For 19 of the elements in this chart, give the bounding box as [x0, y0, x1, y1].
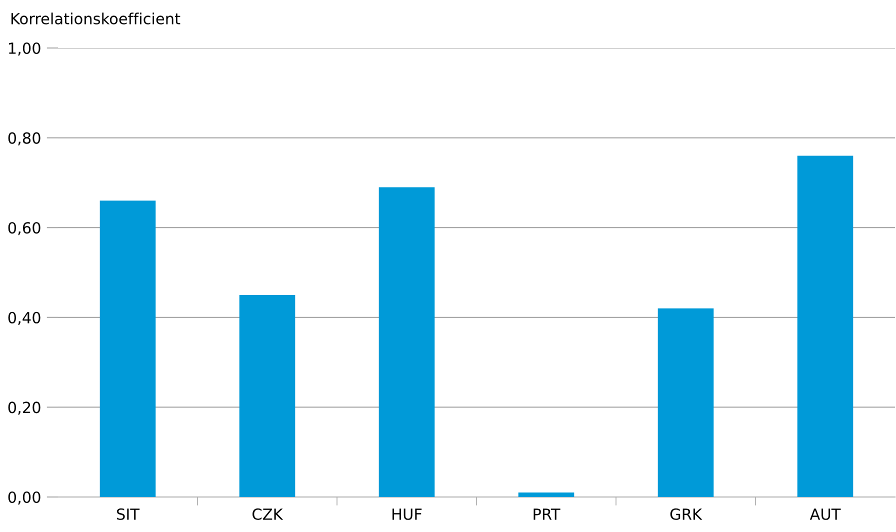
y-axis-title: Korrelationskoefficient: [12, 12, 180, 24]
bar: [100, 200, 156, 497]
x-tick-label: SIT: [116, 508, 140, 520]
y-tick-label: 0,80: [8, 132, 40, 146]
y-tick-label: 0,20: [8, 402, 40, 415]
bar: [797, 156, 854, 497]
bar: [518, 492, 574, 497]
x-tick-label: AUT: [810, 508, 841, 520]
x-tick-label: PRT: [534, 508, 560, 520]
x-tick-label: CZK: [252, 508, 284, 520]
y-tick-label: 1,00: [8, 42, 40, 56]
x-tick-label: GRK: [670, 508, 702, 520]
bar: [378, 187, 435, 497]
x-tick-label: HUF: [392, 508, 422, 520]
bar: [239, 294, 296, 497]
y-tick-label: 0,40: [8, 312, 40, 325]
bar: [658, 308, 714, 497]
y-tick-label: 0,00: [8, 491, 40, 505]
y-tick-label: 0,60: [8, 222, 40, 236]
